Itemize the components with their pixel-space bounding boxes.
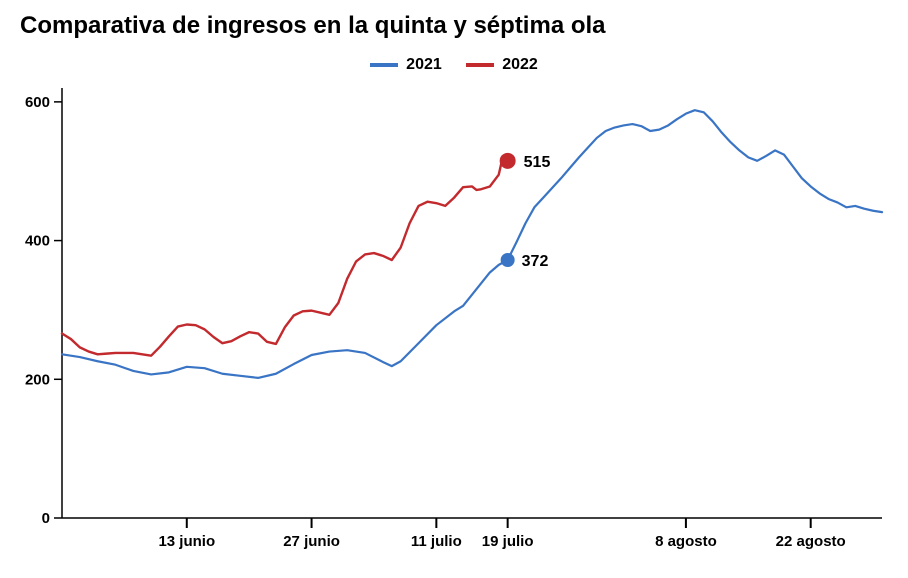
chart-title: Comparativa de ingresos en la quinta y s… bbox=[20, 12, 888, 40]
legend-label-2021: 2021 bbox=[406, 56, 442, 74]
svg-text:13 junio: 13 junio bbox=[158, 533, 215, 550]
svg-text:0: 0 bbox=[42, 510, 50, 527]
svg-text:11 julio: 11 julio bbox=[411, 533, 462, 550]
legend-label-2022: 2022 bbox=[502, 56, 538, 74]
legend-item-2021: 2021 bbox=[370, 56, 442, 74]
chart-svg: 0 200 400 600 13 junio 27 junio 11 julio 19 jul… bbox=[20, 80, 888, 560]
chart-container: Comparativa de ingresos en la quinta y s… bbox=[0, 0, 908, 578]
chart-plot: 0 200 400 600 13 junio 27 junio 11 julio 19 jul… bbox=[20, 80, 888, 560]
svg-text:27 junio: 27 junio bbox=[283, 533, 340, 550]
legend: 2021 2022 bbox=[20, 54, 888, 74]
legend-swatch-2021 bbox=[370, 63, 398, 67]
svg-text:19 julio: 19 julio bbox=[482, 533, 534, 550]
svg-text:600: 600 bbox=[25, 94, 50, 111]
legend-item-2022: 2022 bbox=[466, 56, 538, 74]
svg-text:22 agosto: 22 agosto bbox=[776, 533, 846, 550]
svg-text:515: 515 bbox=[524, 154, 551, 171]
legend-swatch-2022 bbox=[466, 63, 494, 67]
svg-text:372: 372 bbox=[522, 253, 549, 270]
svg-text:400: 400 bbox=[25, 233, 50, 250]
svg-text:200: 200 bbox=[25, 371, 50, 388]
svg-text:8 agosto: 8 agosto bbox=[655, 533, 717, 550]
